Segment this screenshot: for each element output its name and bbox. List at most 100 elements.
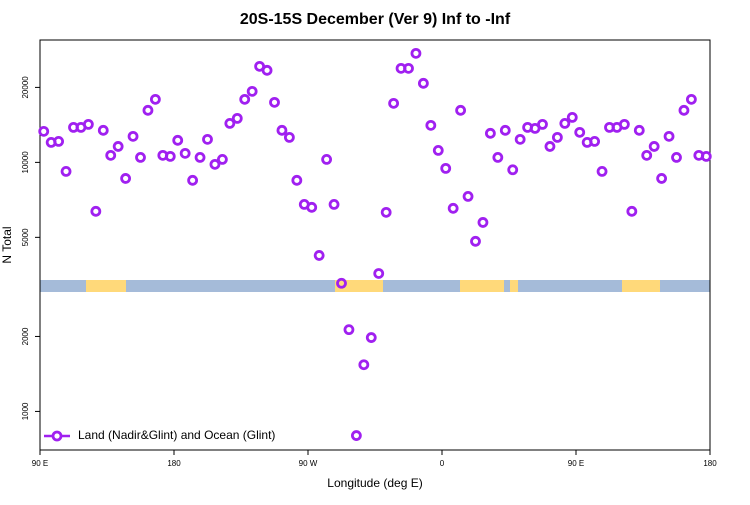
chart-title: 20S-15S December (Ver 9) Inf to -Inf <box>240 11 511 28</box>
point <box>112 141 124 152</box>
point <box>641 149 653 161</box>
point <box>671 152 682 163</box>
point <box>425 119 437 131</box>
point <box>120 173 132 184</box>
y-tick-label: 5000 <box>21 228 30 246</box>
land-band <box>86 280 126 292</box>
x-tick-label: 0 <box>440 459 445 468</box>
point <box>648 141 660 152</box>
point <box>663 130 675 142</box>
surface-band <box>40 280 710 292</box>
x-tick-label: 90 W <box>299 459 318 468</box>
point <box>477 217 489 228</box>
point <box>626 205 638 217</box>
point <box>224 117 236 129</box>
y-tick-label: 20000 <box>21 76 30 99</box>
point <box>499 124 511 136</box>
point <box>350 430 362 441</box>
point <box>202 133 213 145</box>
point <box>551 131 563 143</box>
y-tick-label: 2000 <box>21 327 30 345</box>
point <box>231 112 243 124</box>
point <box>269 96 280 108</box>
point <box>53 135 65 147</box>
land-band <box>510 280 518 292</box>
point <box>239 93 251 105</box>
point <box>343 324 355 336</box>
point <box>246 85 258 97</box>
point <box>596 165 608 177</box>
point <box>618 118 630 130</box>
point <box>283 131 295 143</box>
point <box>187 174 199 186</box>
point <box>142 104 154 116</box>
plot-frame <box>39 39 711 451</box>
land-band <box>460 280 504 292</box>
point <box>455 104 467 116</box>
y-tick-label: 10000 <box>21 151 30 174</box>
legend-label: Land (Nadir&Glint) and Ocean (Glint) <box>78 428 275 442</box>
point <box>432 145 444 156</box>
point <box>179 147 191 159</box>
point <box>492 152 504 163</box>
point <box>194 152 206 163</box>
y-axis-label: N Total <box>0 226 14 263</box>
point <box>373 268 385 279</box>
land-band <box>622 280 660 292</box>
point <box>417 77 429 89</box>
point <box>135 152 146 163</box>
point <box>470 235 481 247</box>
point <box>380 206 392 218</box>
point <box>633 124 645 136</box>
x-tick-label: 180 <box>703 459 717 468</box>
point <box>507 164 519 176</box>
point <box>462 191 474 202</box>
point <box>484 127 496 139</box>
point <box>90 205 102 217</box>
point <box>544 141 556 152</box>
land-band <box>335 280 383 292</box>
point <box>60 165 72 177</box>
point <box>537 118 548 130</box>
point <box>82 118 94 130</box>
series <box>38 47 712 441</box>
point <box>514 133 526 145</box>
point <box>365 332 377 343</box>
point <box>276 124 288 136</box>
point <box>127 130 139 142</box>
point <box>447 202 459 214</box>
point <box>388 97 400 109</box>
x-tick-label: 180 <box>167 459 181 468</box>
point <box>574 126 586 138</box>
point <box>216 153 228 165</box>
point <box>566 111 578 123</box>
point <box>306 201 318 213</box>
point <box>700 150 712 162</box>
point <box>410 47 422 59</box>
point <box>678 104 690 116</box>
point <box>559 117 571 129</box>
point <box>328 199 340 210</box>
point <box>313 250 325 261</box>
y-tick-label: 1000 <box>21 402 30 420</box>
x-tick-label: 90 E <box>568 459 584 468</box>
point <box>589 135 601 147</box>
point <box>209 158 221 170</box>
point <box>440 162 452 174</box>
point <box>685 93 697 105</box>
point <box>261 64 273 76</box>
point <box>656 173 668 184</box>
point <box>38 125 50 137</box>
point <box>291 174 303 186</box>
point <box>172 134 184 146</box>
x-tick-label: 90 E <box>32 459 48 468</box>
point <box>105 149 117 161</box>
point <box>164 150 176 162</box>
legend-marker <box>51 430 63 442</box>
point <box>336 277 347 289</box>
point <box>403 62 414 74</box>
point <box>321 153 333 165</box>
point <box>97 124 109 136</box>
